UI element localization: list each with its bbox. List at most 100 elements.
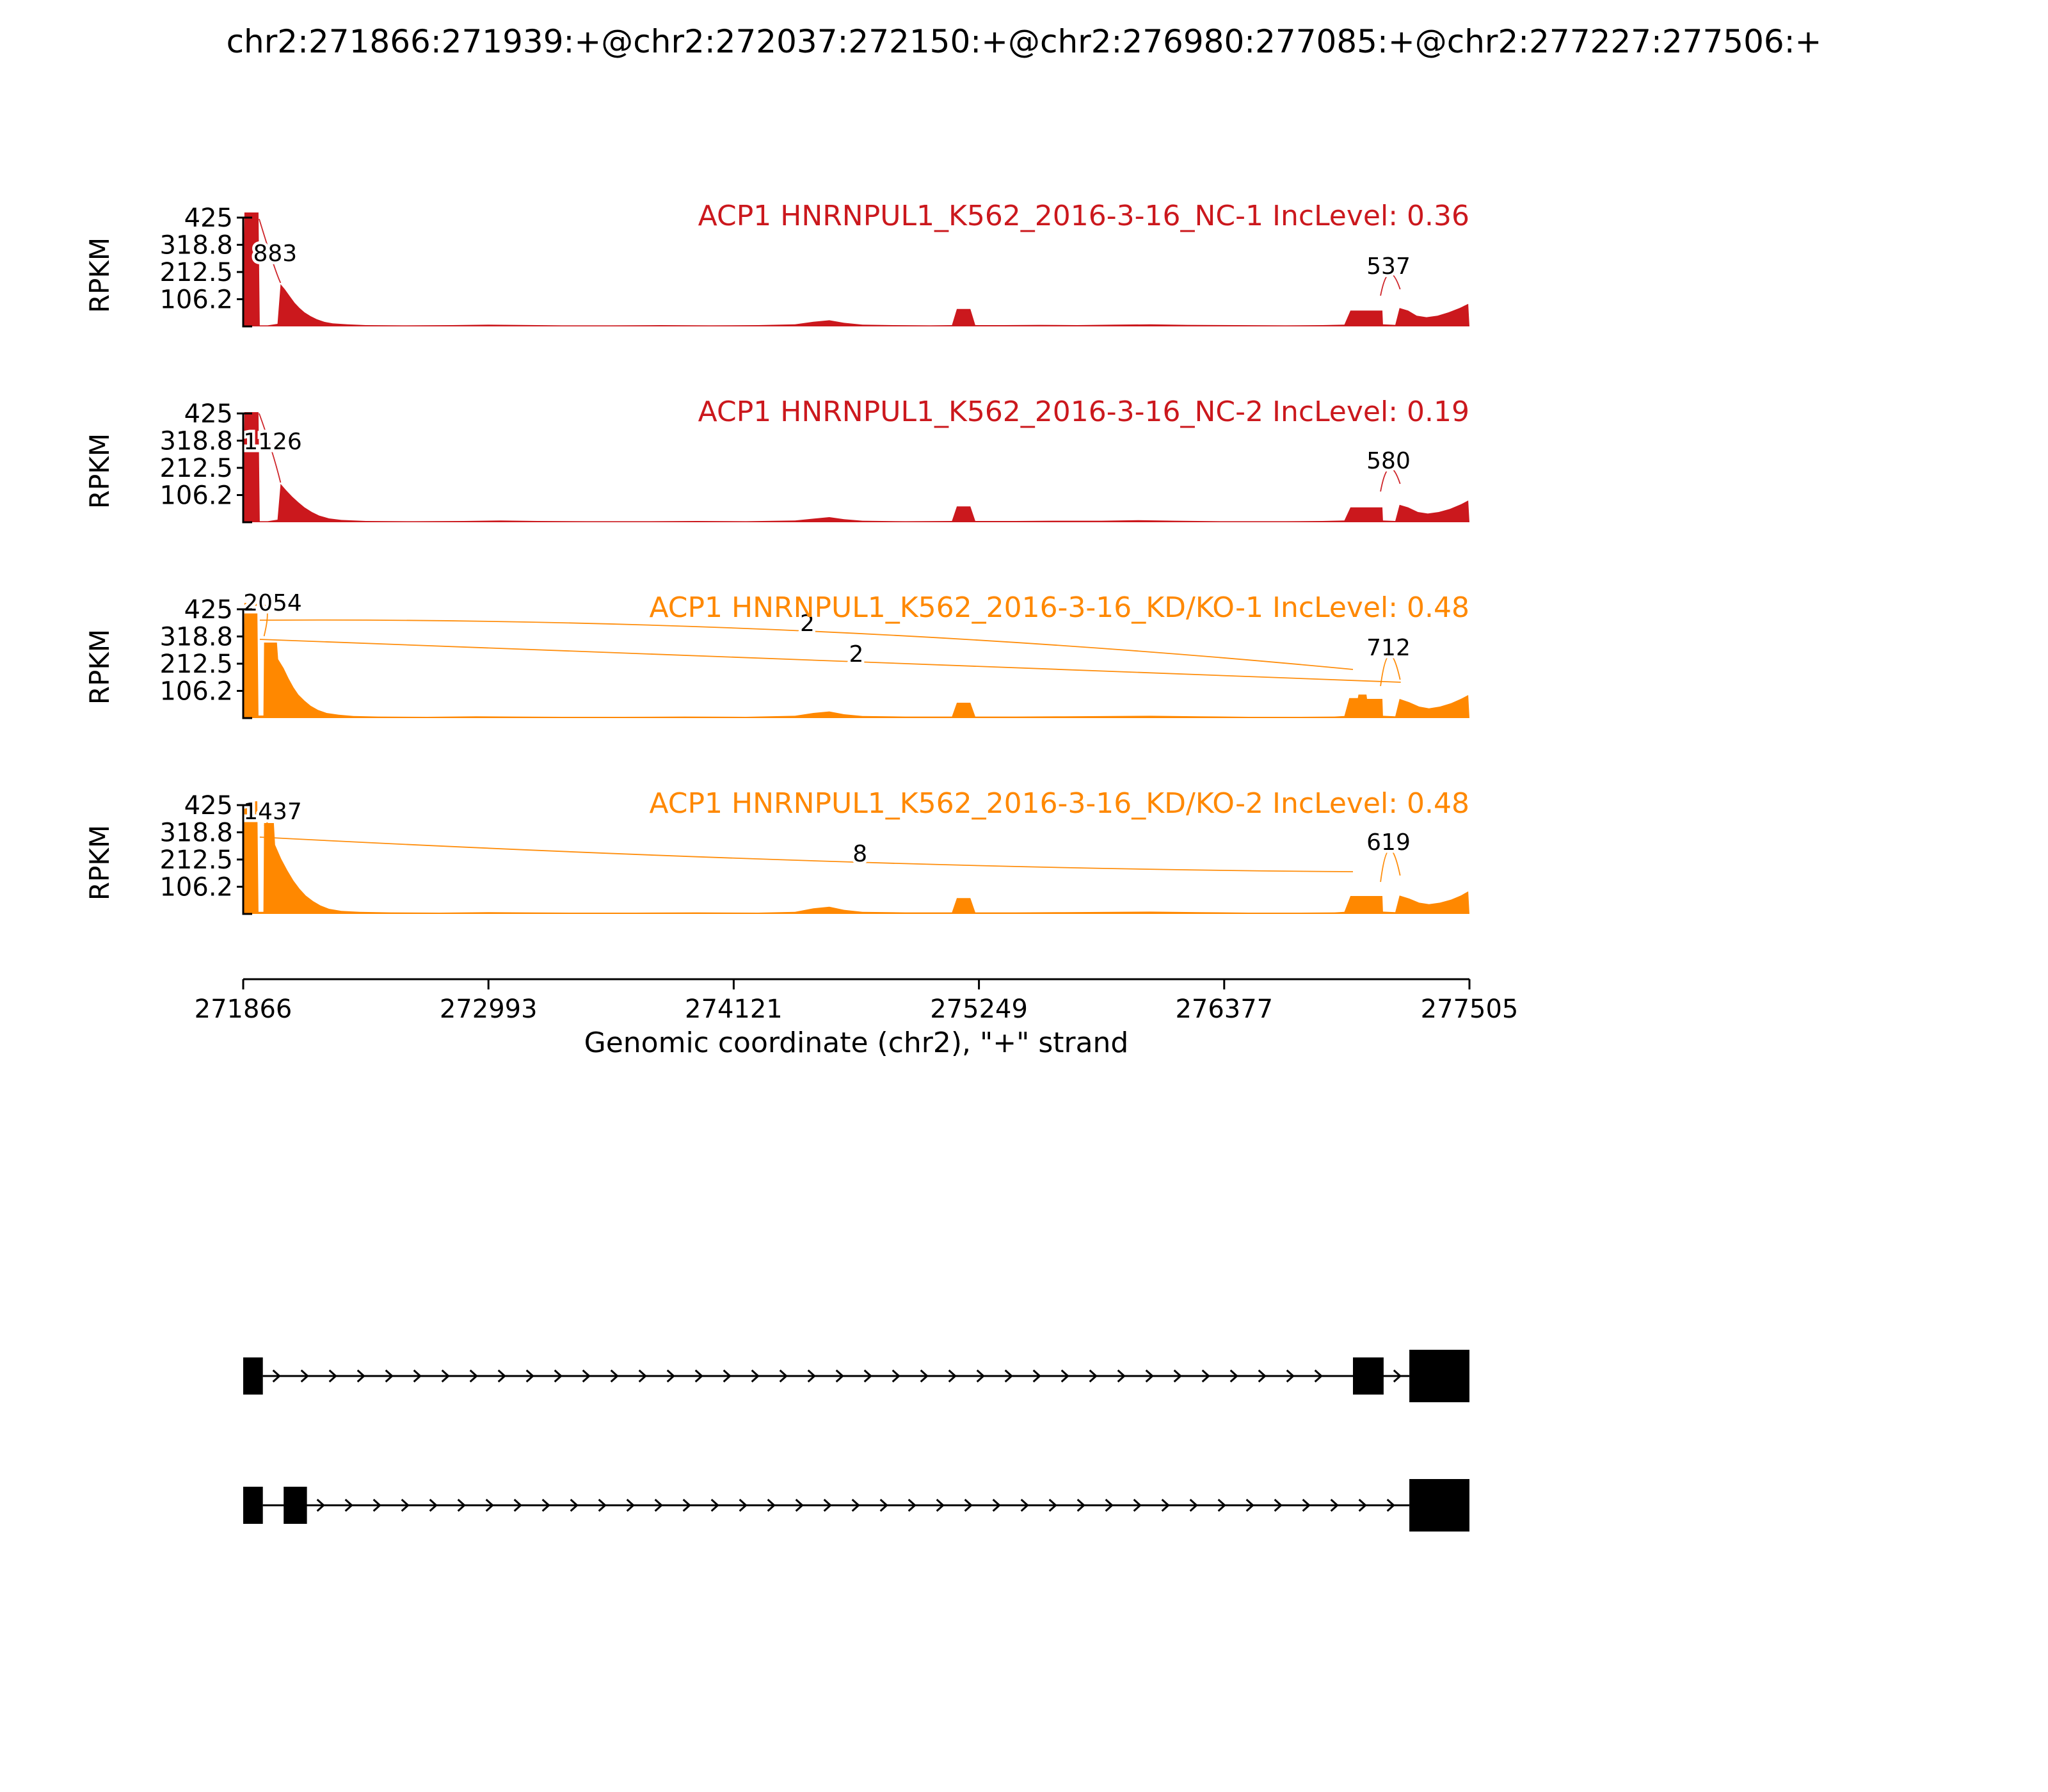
y-tick-label: 106.2 xyxy=(159,481,233,511)
strand-arrow-icon xyxy=(525,1369,534,1383)
strand-arrow-icon xyxy=(541,1498,550,1512)
track-title: ACP1 HNRNPUL1_K562_2016-3-16_NC-2 IncLev… xyxy=(698,396,1469,428)
strand-arrow-icon xyxy=(513,1498,522,1512)
strand-arrow-icon xyxy=(1258,1369,1267,1383)
strand-arrow-icon xyxy=(835,1369,844,1383)
strand-arrow-icon xyxy=(1217,1498,1226,1512)
junction-count: 8 xyxy=(852,841,867,867)
strand-arrow-icon xyxy=(356,1369,365,1383)
strand-arrow-icon xyxy=(992,1498,1001,1512)
strand-arrow-icon xyxy=(1358,1498,1367,1512)
strand-arrow-icon xyxy=(767,1498,776,1512)
exon-box xyxy=(1409,1350,1469,1402)
strand-arrow-icon xyxy=(638,1369,647,1383)
strand-arrow-icon xyxy=(1020,1498,1029,1512)
junction-arc xyxy=(1380,273,1401,296)
strand-arrow-icon xyxy=(1048,1498,1057,1512)
junction-count: 2 xyxy=(800,611,815,637)
strand-arrow-icon xyxy=(1314,1369,1323,1383)
exon-box xyxy=(284,1487,307,1524)
track-title: ACP1 HNRNPUL1_K562_2016-3-16_NC-1 IncLev… xyxy=(698,200,1469,232)
junction-arc xyxy=(1380,849,1401,883)
transcript-isoform-2 xyxy=(243,1479,1469,1532)
strand-arrow-icon xyxy=(1189,1498,1198,1512)
strand-arrow-icon xyxy=(316,1498,325,1512)
strand-arrow-icon xyxy=(1173,1369,1182,1383)
x-tick-label: 276377 xyxy=(1175,995,1273,1024)
strand-arrow-icon xyxy=(1060,1369,1069,1383)
strand-arrow-icon xyxy=(1302,1498,1311,1512)
strand-arrow-icon xyxy=(598,1498,607,1512)
strand-arrow-icon xyxy=(1229,1369,1238,1383)
junction-arc xyxy=(259,603,268,637)
junction-count: 712 xyxy=(1366,635,1411,661)
strand-arrow-icon xyxy=(654,1498,663,1512)
strand-arrow-icon xyxy=(328,1369,337,1383)
junction-arc xyxy=(259,218,282,284)
junction-arc xyxy=(259,413,282,483)
strand-arrow-icon xyxy=(723,1369,732,1383)
strand-arrow-icon xyxy=(1032,1369,1041,1383)
strand-arrow-icon xyxy=(964,1498,973,1512)
strand-arrow-icon xyxy=(739,1498,748,1512)
x-tick-label: 272993 xyxy=(440,995,538,1024)
junction-arc xyxy=(1380,468,1401,492)
strand-arrow-icon xyxy=(779,1369,788,1383)
exon-box xyxy=(1409,1479,1469,1532)
x-tick-label: 274121 xyxy=(685,995,783,1024)
y-tick-label: 318.8 xyxy=(159,426,233,456)
y-axis-label: RPKM xyxy=(84,825,115,900)
strand-arrow-icon xyxy=(920,1369,929,1383)
strand-arrow-icon xyxy=(879,1498,888,1512)
y-tick-label: 318.8 xyxy=(159,230,233,260)
y-axis-label: RPKM xyxy=(84,433,115,509)
junction-arc xyxy=(259,619,1354,670)
strand-arrow-icon xyxy=(892,1369,900,1383)
junction-count: 2054 xyxy=(243,591,302,616)
strand-arrow-icon xyxy=(1274,1498,1283,1512)
track-title: ACP1 HNRNPUL1_K562_2016-3-16_KD/KO-1 Inc… xyxy=(649,591,1469,624)
exon-box xyxy=(243,1357,263,1395)
x-tick-label: 275249 xyxy=(930,995,1028,1024)
junction-count: 883 xyxy=(253,241,297,267)
y-tick-label: 106.2 xyxy=(159,677,233,707)
strand-arrow-icon xyxy=(948,1369,957,1383)
junction-count: 537 xyxy=(1366,253,1411,280)
strand-arrow-icon xyxy=(1330,1498,1339,1512)
y-tick-label: 425 xyxy=(184,204,233,233)
x-axis-title: Genomic coordinate (chr2), "+" strand xyxy=(584,1027,1129,1059)
strand-arrow-icon xyxy=(413,1369,422,1383)
junction-count: 1126 xyxy=(243,429,302,455)
y-tick-label: 425 xyxy=(184,399,233,429)
strand-arrow-icon xyxy=(272,1369,281,1383)
strand-arrow-icon xyxy=(570,1498,579,1512)
strand-arrow-icon xyxy=(1117,1369,1126,1383)
junction-arc xyxy=(259,639,1401,683)
junction-count: 619 xyxy=(1366,829,1411,856)
strand-arrow-icon xyxy=(457,1498,466,1512)
track-title: ACP1 HNRNPUL1_K562_2016-3-16_KD/KO-2 Inc… xyxy=(649,787,1469,820)
strand-arrow-icon xyxy=(429,1498,438,1512)
exon-box xyxy=(1353,1357,1384,1395)
strand-arrow-icon xyxy=(710,1498,719,1512)
y-tick-label: 212.5 xyxy=(159,454,233,483)
strand-arrow-icon xyxy=(666,1369,675,1383)
junction-count: 1437 xyxy=(243,799,302,825)
junction-arc xyxy=(259,836,1354,872)
strand-arrow-icon xyxy=(936,1498,945,1512)
x-tick-label: 271866 xyxy=(195,995,292,1024)
strand-arrow-icon xyxy=(795,1498,804,1512)
strand-arrow-icon xyxy=(1004,1369,1013,1383)
strand-arrow-icon xyxy=(1245,1498,1254,1512)
y-tick-label: 318.8 xyxy=(159,622,233,652)
transcript-isoform-1 xyxy=(243,1350,1469,1402)
strand-arrow-icon xyxy=(1133,1498,1142,1512)
strand-arrow-icon xyxy=(626,1498,635,1512)
strand-arrow-icon xyxy=(401,1498,410,1512)
strand-arrow-icon xyxy=(823,1498,832,1512)
strand-arrow-icon xyxy=(1076,1498,1085,1512)
coverage-area xyxy=(243,412,1469,522)
junction-arc xyxy=(1380,655,1401,687)
y-axis-label: RPKM xyxy=(84,629,115,705)
